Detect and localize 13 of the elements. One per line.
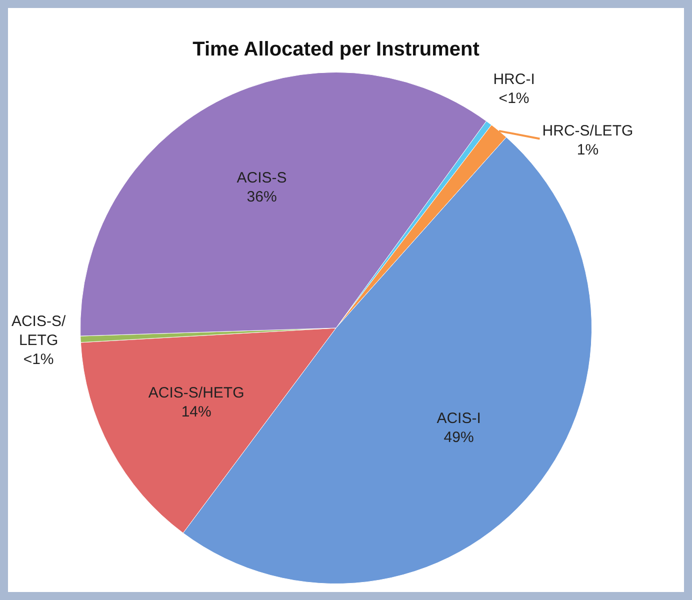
slice-label: ACIS-S/LETG (11, 313, 66, 350)
slice-label: ACIS-S/HETG (148, 384, 244, 402)
data-label: 14% (181, 404, 212, 421)
data-label: <1% (498, 90, 530, 107)
slice-label: ACIS-I (436, 410, 481, 427)
slice-label: ACIS-S (236, 170, 287, 187)
chart-title: Time Allocated per Instrument (192, 38, 480, 61)
data-label: 49% (444, 428, 474, 446)
slice-label: HRC-S/LETG (542, 122, 634, 140)
slice-label: HRC-I (493, 70, 535, 88)
data-label: 36% (246, 188, 277, 206)
data-label: <1% (23, 351, 54, 368)
data-label: 1% (576, 141, 599, 158)
